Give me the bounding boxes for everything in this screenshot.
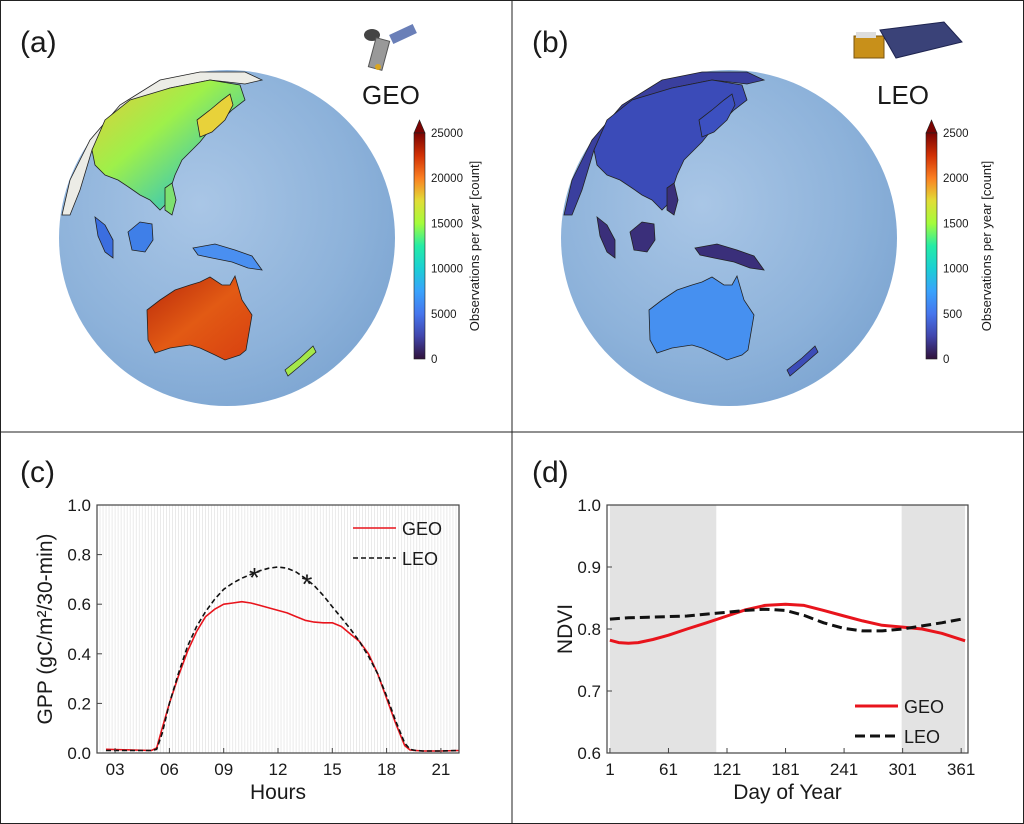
satellite-label-geo: GEO bbox=[362, 80, 420, 110]
land-australia bbox=[648, 274, 755, 361]
colorbar-tick-label: 500 bbox=[943, 309, 962, 321]
geostationary-satellite-icon bbox=[364, 23, 417, 71]
x-tick-label: 301 bbox=[888, 760, 916, 779]
land-sumatra bbox=[596, 216, 616, 259]
x-tick-label: 09 bbox=[214, 760, 233, 779]
globe-map-leo bbox=[561, 70, 897, 406]
land-new-guinea bbox=[694, 243, 765, 271]
colorbar-tick-label: 5000 bbox=[431, 309, 457, 321]
land-borneo bbox=[127, 221, 154, 253]
colorbar-label: Observations per year [count] bbox=[467, 161, 482, 332]
colorbar-gradient bbox=[925, 132, 938, 360]
land-australia bbox=[146, 274, 253, 361]
x-tick-label: 18 bbox=[377, 760, 396, 779]
y-tick-label: 1.0 bbox=[67, 496, 91, 515]
colorbar-tick-label: 10000 bbox=[431, 264, 463, 276]
panel-label-a: (a) bbox=[20, 26, 57, 59]
legend-label-leo: LEO bbox=[402, 549, 438, 569]
gpp-diurnal-chart: * * 03 06 09 12 15 18 21 0.0 0.2 0.4 0.6 0.8 1.0 Hours G… bbox=[34, 496, 460, 804]
series-line-geo bbox=[105, 600, 460, 752]
x-tick-label: 1 bbox=[605, 760, 614, 779]
land-new-zealand bbox=[786, 345, 819, 377]
x-axis-label: Hours bbox=[250, 781, 306, 804]
colorbar-tick-label: 15000 bbox=[431, 218, 463, 230]
ndvi-seasonal-chart: 1 61 121 181 241 301 361 0.6 0.7 0.8 0.9 1.0 Day of … bbox=[554, 496, 975, 804]
land-borneo bbox=[629, 221, 656, 253]
x-tick-label: 12 bbox=[269, 760, 288, 779]
y-tick-label: 0.9 bbox=[577, 558, 601, 577]
significance-asterisk: * bbox=[302, 568, 313, 599]
y-tick-label: 0.6 bbox=[577, 744, 601, 763]
land-sumatra bbox=[94, 216, 114, 259]
panel-label-d: (d) bbox=[532, 456, 569, 489]
legend-label-leo: LEO bbox=[904, 727, 940, 747]
colorbar-leo: 0 500 1000 1500 2000 2500 Observations per yea… bbox=[925, 119, 994, 366]
colorbar-tick-label: 0 bbox=[431, 354, 437, 366]
significance-asterisk: * bbox=[249, 562, 260, 593]
x-tick-label: 361 bbox=[947, 760, 975, 779]
y-tick-label: 0.8 bbox=[577, 620, 601, 639]
shaded-season-band bbox=[609, 505, 717, 753]
x-axis-label: Day of Year bbox=[733, 781, 842, 804]
panel-label-b: (b) bbox=[532, 26, 569, 59]
colorbar-tick-label: 2500 bbox=[943, 128, 969, 140]
y-tick-label: 1.0 bbox=[577, 496, 601, 515]
colorbar-tick-label: 1500 bbox=[943, 218, 969, 230]
x-tick-label: 03 bbox=[106, 760, 125, 779]
x-tick-label: 61 bbox=[659, 760, 678, 779]
legend-label-geo: GEO bbox=[402, 519, 442, 539]
land-japan bbox=[196, 93, 234, 138]
x-tick-label: 121 bbox=[713, 760, 741, 779]
series-line-leo bbox=[106, 566, 460, 752]
colorbar-label: Observations per year [count] bbox=[979, 161, 994, 332]
colorbar-extend-arrow bbox=[925, 119, 938, 134]
satellite-label-leo: LEO bbox=[877, 80, 929, 110]
colorbar-tick-label: 20000 bbox=[431, 173, 463, 185]
x-tick-label: 06 bbox=[160, 760, 179, 779]
colorbar-tick-label: 0 bbox=[943, 354, 949, 366]
series-line-geo bbox=[609, 602, 966, 645]
colorbar-geo: 0 5000 10000 15000 20000 25000 Observations pe… bbox=[413, 119, 482, 366]
y-tick-label: 0.6 bbox=[67, 595, 91, 614]
y-tick-label: 0.7 bbox=[577, 682, 601, 701]
colorbar-gradient bbox=[413, 132, 426, 360]
colorbar-tick-label: 25000 bbox=[431, 128, 463, 140]
y-tick-label: 0.2 bbox=[67, 694, 91, 713]
x-tick-label: 181 bbox=[771, 760, 799, 779]
land-philippines bbox=[666, 182, 679, 216]
panel-label-c: (c) bbox=[20, 456, 55, 489]
legend-label-geo: GEO bbox=[904, 697, 944, 717]
colorbar-tick-label: 2000 bbox=[943, 173, 969, 185]
x-tick-label: 15 bbox=[323, 760, 342, 779]
colorbar-tick-label: 1000 bbox=[943, 264, 969, 276]
land-new-guinea bbox=[192, 243, 263, 271]
land-philippines bbox=[164, 182, 177, 216]
y-axis-label: GPP (gC/m²/30-min) bbox=[34, 534, 57, 725]
y-tick-label: 0.0 bbox=[67, 744, 91, 763]
y-tick-label: 0.4 bbox=[67, 645, 91, 664]
x-tick-label: 241 bbox=[830, 760, 858, 779]
land-japan bbox=[698, 93, 736, 138]
y-axis-label: NDVI bbox=[554, 604, 577, 654]
x-tick-label: 21 bbox=[431, 760, 450, 779]
y-tick-label: 0.8 bbox=[67, 546, 91, 565]
globe-map-geo bbox=[59, 70, 395, 406]
polar-orbiting-satellite-icon bbox=[853, 21, 963, 59]
colorbar-extend-arrow bbox=[413, 119, 426, 134]
land-new-zealand bbox=[284, 345, 317, 377]
